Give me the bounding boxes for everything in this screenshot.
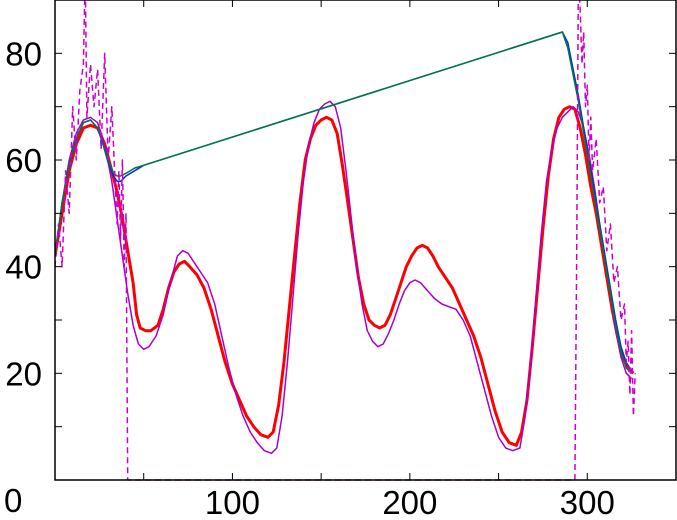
series-line-1 bbox=[55, 105, 635, 447]
series-line-5 bbox=[55, 0, 636, 481]
origin-tick-label: 0 bbox=[4, 482, 22, 519]
ticks-layer bbox=[55, 0, 676, 480]
series-layer bbox=[55, 0, 636, 481]
x-tick-label: 100 bbox=[205, 484, 260, 520]
tick-labels-layer: 20 40 60 80 100 200 300 bbox=[5, 35, 615, 520]
y-tick-label: 40 bbox=[5, 249, 42, 286]
y-tick-label: 20 bbox=[5, 355, 42, 392]
plot-frame bbox=[54, 0, 677, 481]
series-line-4 bbox=[55, 31, 633, 374]
y-tick-label: 60 bbox=[5, 142, 42, 179]
x-tick-label: 200 bbox=[382, 484, 437, 520]
series-line-2 bbox=[55, 100, 633, 455]
y-tick-label: 80 bbox=[5, 35, 42, 72]
x-tick-label: 300 bbox=[560, 484, 615, 520]
